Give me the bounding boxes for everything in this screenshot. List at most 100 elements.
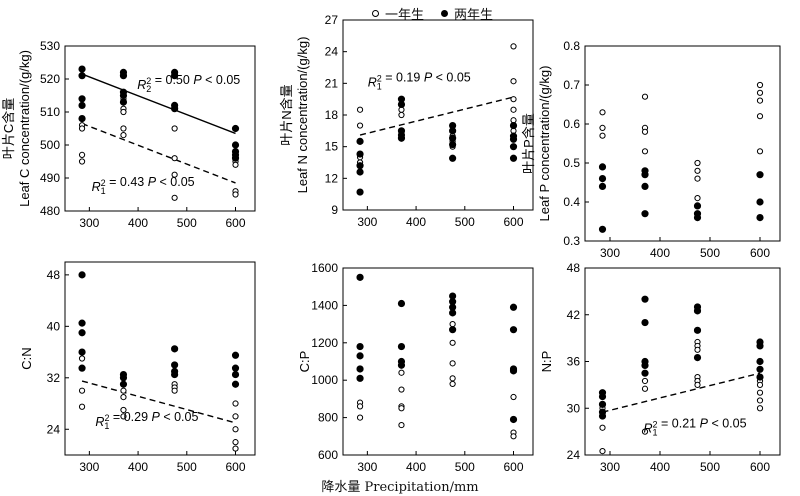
annotation-part: R — [368, 76, 377, 90]
point-annual — [232, 426, 239, 433]
plot-frame — [584, 45, 781, 242]
point-biennial — [78, 319, 86, 327]
legend: 一年生 两年生 — [0, 0, 800, 24]
point-annual — [78, 403, 86, 410]
x-tick-label: 400 — [650, 460, 670, 474]
point-annual — [756, 81, 764, 89]
regression-line-dashed — [602, 372, 761, 413]
point-annual — [641, 93, 649, 100]
point-biennial — [641, 171, 649, 179]
point-biennial — [231, 124, 240, 133]
point-annual — [599, 124, 606, 132]
open-circle-icon — [372, 10, 379, 17]
point-annual — [398, 111, 405, 119]
point-biennial — [356, 188, 364, 196]
y-tick-label: 530 — [40, 39, 60, 53]
point-biennial — [397, 342, 406, 351]
y-tick-label: 42 — [567, 308, 581, 322]
point-annual — [356, 403, 364, 410]
y-tick-label: 40 — [47, 319, 61, 333]
x-tick-label: 500 — [455, 215, 475, 229]
point-biennial — [397, 361, 406, 369]
point-biennial — [449, 140, 457, 149]
annotation-part: P — [152, 410, 161, 424]
point-biennial — [598, 400, 607, 408]
x-tick-label: 500 — [455, 460, 475, 474]
regression-line-solid — [81, 73, 236, 135]
r-squared-annotation: R12 = 0.43 P < 0.05 — [92, 175, 195, 196]
y-tick-label: 0.5 — [563, 156, 580, 170]
point-annual — [398, 386, 405, 393]
point-annual — [78, 387, 86, 394]
point-biennial — [119, 91, 128, 100]
point-annual — [171, 194, 178, 201]
x-tick-label: 600 — [225, 460, 245, 474]
point-biennial — [171, 361, 179, 369]
x-tick-label: 300 — [600, 246, 620, 260]
y-tick-label: 480 — [40, 204, 60, 218]
y-tick-label: 24 — [47, 422, 61, 436]
point-annual — [120, 108, 127, 116]
annotation-part: = 0.21 — [658, 417, 700, 431]
x-tick-label: 600 — [750, 460, 770, 474]
y-tick-label: 18 — [325, 108, 339, 122]
y-tick-label: 24 — [325, 45, 339, 59]
x-tick-label: 500 — [700, 246, 720, 260]
annotation-part: = 0.50 — [151, 73, 193, 87]
x-tick-label: 500 — [177, 460, 197, 474]
y-tick-label: 1000 — [311, 373, 338, 387]
point-annual — [756, 397, 764, 404]
y-tick-label: 48 — [47, 268, 61, 282]
point-biennial — [756, 357, 764, 366]
point-annual — [694, 381, 701, 388]
point-biennial — [356, 342, 364, 351]
y-axis-label: C:P — [297, 351, 312, 373]
point-biennial — [509, 121, 518, 130]
point-biennial — [509, 415, 518, 424]
point-annual — [641, 148, 649, 155]
point-annual — [756, 381, 764, 388]
point-annual — [120, 125, 127, 132]
point-annual — [78, 151, 86, 158]
panel-5: 600 800 1000 1200 1400 1600 300 400 500 600 C:P — [297, 261, 534, 474]
point-biennial — [231, 154, 240, 162]
point-biennial — [509, 303, 518, 311]
y-tick-label: 0.6 — [563, 117, 580, 131]
point-annual — [449, 321, 456, 328]
x-tick-label: 400 — [128, 216, 148, 230]
point-biennial — [78, 271, 86, 279]
x-tick-label: 300 — [357, 215, 377, 229]
y-tick-label: 36 — [567, 355, 581, 369]
point-biennial — [509, 326, 518, 334]
point-annual — [171, 387, 178, 394]
legend-item-annual: 一年生 — [372, 4, 424, 23]
point-annual — [398, 405, 405, 412]
r-squared-annotation: R12 = 0.19 P < 0.05 — [368, 71, 471, 92]
point-biennial — [171, 345, 179, 353]
point-biennial — [449, 326, 457, 334]
panel-3: 0.3 0.4 0.5 0.6 0.7 0.8 300 400 500 600 叶片P含量Leaf … — [521, 39, 781, 260]
y-tick-label: 0.3 — [563, 234, 580, 248]
x-tick-label: 400 — [650, 246, 670, 260]
point-biennial — [509, 154, 518, 162]
point-biennial — [509, 143, 518, 151]
y-axis-label-en: Leaf C concentration/(g/kg) — [17, 50, 32, 207]
annotation-part: 2 — [104, 413, 109, 423]
point-annual — [510, 433, 517, 440]
point-annual — [599, 424, 606, 431]
point-biennial — [756, 214, 764, 222]
annotation-part: = 0.19 — [382, 71, 424, 85]
point-annual — [356, 122, 364, 129]
point-biennial — [231, 380, 240, 388]
point-annual — [232, 413, 239, 420]
point-annual — [694, 167, 701, 174]
y-tick-label: 490 — [40, 171, 60, 185]
point-annual — [232, 161, 239, 168]
y-axis-label-en: Leaf N concentration/(g/kg) — [295, 37, 310, 194]
regression-line-dashed — [81, 122, 236, 184]
point-annual — [599, 448, 606, 455]
annotation-part: 2 — [146, 84, 151, 94]
x-tick-label: 300 — [79, 460, 99, 474]
point-annual — [756, 389, 764, 396]
y-tick-label: 510 — [40, 105, 60, 119]
